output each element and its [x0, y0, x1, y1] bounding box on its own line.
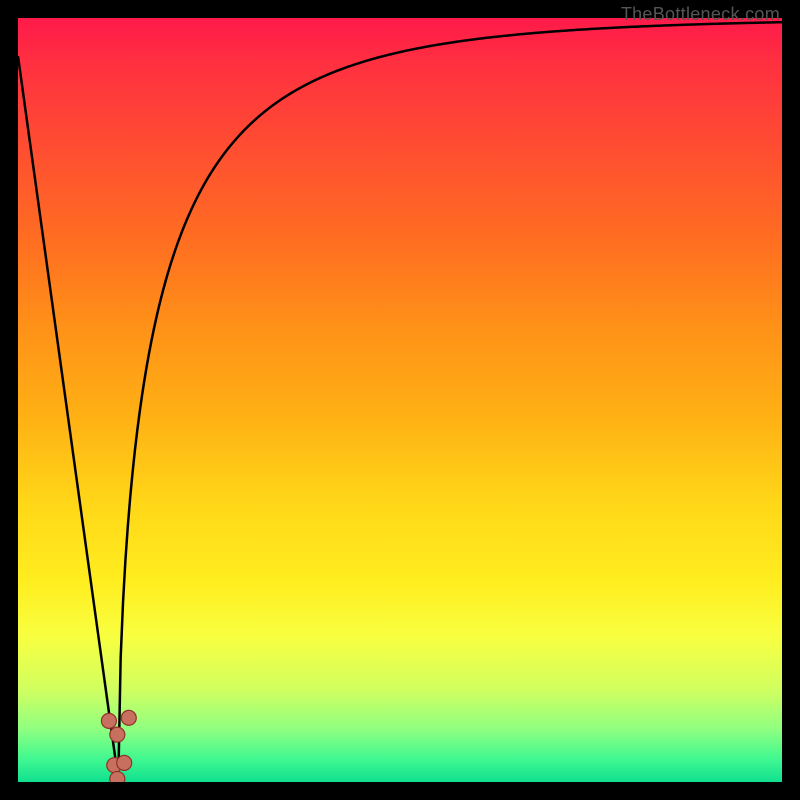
marker-point	[110, 727, 125, 742]
chart-container: TheBottleneck.com	[0, 0, 800, 800]
watermark-text: TheBottleneck.com	[621, 4, 780, 25]
marker-point	[101, 713, 116, 728]
plot-area	[18, 18, 782, 782]
marker-point	[110, 771, 125, 782]
bottleneck-curve	[118, 22, 782, 782]
marker-point	[117, 755, 132, 770]
marker-point	[121, 710, 136, 725]
min-line	[18, 56, 118, 778]
curve-layer	[18, 18, 782, 782]
